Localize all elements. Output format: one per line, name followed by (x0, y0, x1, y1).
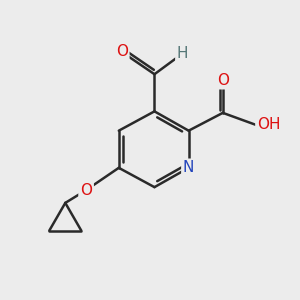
Text: H: H (177, 46, 188, 61)
Text: O: O (217, 73, 229, 88)
Text: O: O (116, 44, 128, 59)
Text: O: O (80, 183, 92, 198)
Text: N: N (183, 160, 194, 175)
Text: OH: OH (257, 117, 281, 132)
